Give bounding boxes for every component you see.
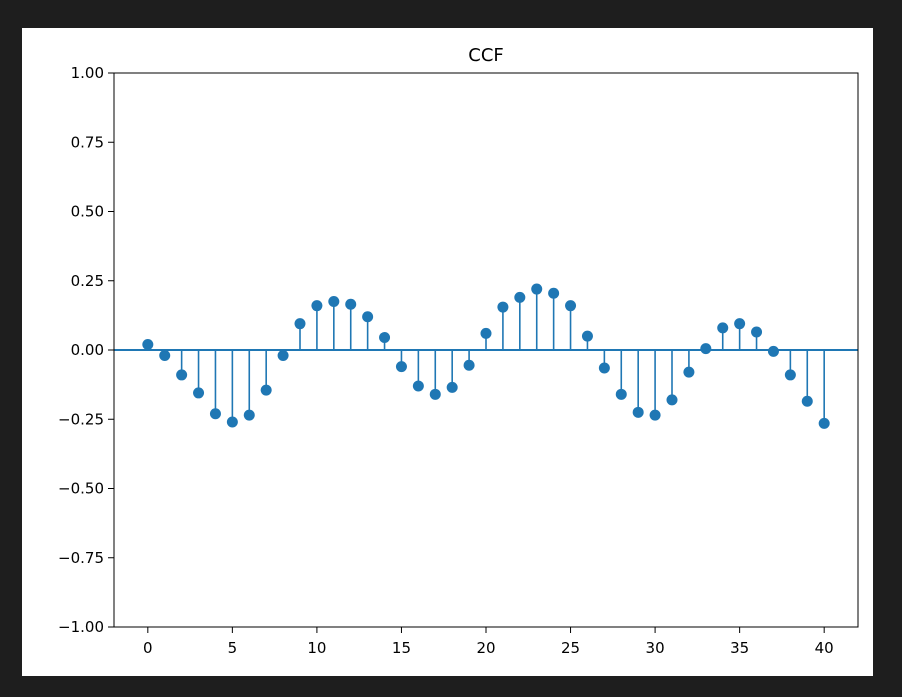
stem-marker (700, 343, 712, 355)
stem-marker (751, 326, 763, 338)
stem-marker (598, 362, 610, 374)
stem-marker (176, 369, 188, 381)
stem-marker (818, 417, 830, 429)
y-tick-label: −0.50 (58, 480, 104, 498)
stem-marker (379, 332, 391, 344)
stem-marker (514, 291, 526, 303)
stem-marker (395, 361, 407, 373)
stem-series (147, 289, 825, 424)
stem-marker (581, 330, 593, 342)
y-tick-label: 0.00 (71, 341, 104, 359)
y-tick-label: −1.00 (58, 618, 104, 636)
x-axis: 0 5 10 15 20 25 30 35 40 (143, 627, 834, 657)
stem-marker (277, 350, 289, 362)
x-tick-label: 15 (392, 639, 411, 657)
x-tick-label: 5 (228, 639, 238, 657)
y-tick-label: −0.25 (58, 410, 104, 428)
x-tick-label: 30 (646, 639, 665, 657)
stem-marker (294, 318, 306, 330)
y-tick-label: 0.50 (71, 203, 104, 221)
stem-marker (142, 338, 154, 350)
stem-marker (345, 298, 357, 310)
stem-marker (463, 359, 475, 371)
stem-marker (243, 409, 255, 421)
stem-marker (159, 350, 171, 362)
stem-marker (666, 394, 678, 406)
y-axis: 1.00 0.75 0.50 0.25 0.00 −0.25 −0.50 −0.75 −1.00 (58, 64, 114, 636)
stem-marker (801, 395, 813, 407)
x-tick-label: 40 (815, 639, 834, 657)
stem-marker (193, 387, 205, 399)
x-tick-label: 20 (476, 639, 495, 657)
stem-marker (531, 283, 543, 295)
stem-marker (209, 408, 221, 420)
figure-canvas: CCF 1.00 0.75 0.50 0.25 0.00 −0.25 −0.50 −0.75 −… (22, 28, 873, 676)
x-tick-label: 0 (143, 639, 153, 657)
stem-marker (429, 388, 441, 400)
stem-marker (311, 300, 323, 312)
stem-marker (260, 384, 272, 396)
x-tick-label: 25 (561, 639, 580, 657)
stem-marker (784, 369, 796, 381)
stem-marker (446, 381, 458, 393)
stem-marker (649, 409, 661, 421)
stem-marker (497, 301, 509, 313)
y-tick-label: −0.75 (58, 549, 104, 567)
marker-series (142, 283, 830, 429)
x-tick-label: 10 (307, 639, 326, 657)
stem-marker (683, 366, 695, 378)
stem-marker (615, 388, 627, 400)
stem-marker (480, 327, 492, 339)
stem-marker (767, 345, 779, 357)
stem-marker (412, 380, 424, 392)
stem-marker (362, 311, 374, 323)
stem-marker (632, 406, 644, 418)
stem-marker (328, 296, 340, 308)
ccf-chart: CCF 1.00 0.75 0.50 0.25 0.00 −0.25 −0.50 −0.75 −… (58, 45, 859, 657)
stem-marker (226, 416, 238, 428)
stem-marker (734, 318, 746, 330)
y-tick-label: 0.25 (71, 272, 104, 290)
y-tick-label: 1.00 (71, 64, 104, 82)
x-tick-label: 35 (730, 639, 749, 657)
stem-marker (548, 287, 560, 299)
stem-marker (565, 300, 577, 312)
plot-frame (113, 72, 859, 628)
y-tick-label: 0.75 (71, 133, 104, 151)
stem-marker (717, 322, 729, 334)
chart-title: CCF (468, 45, 504, 66)
